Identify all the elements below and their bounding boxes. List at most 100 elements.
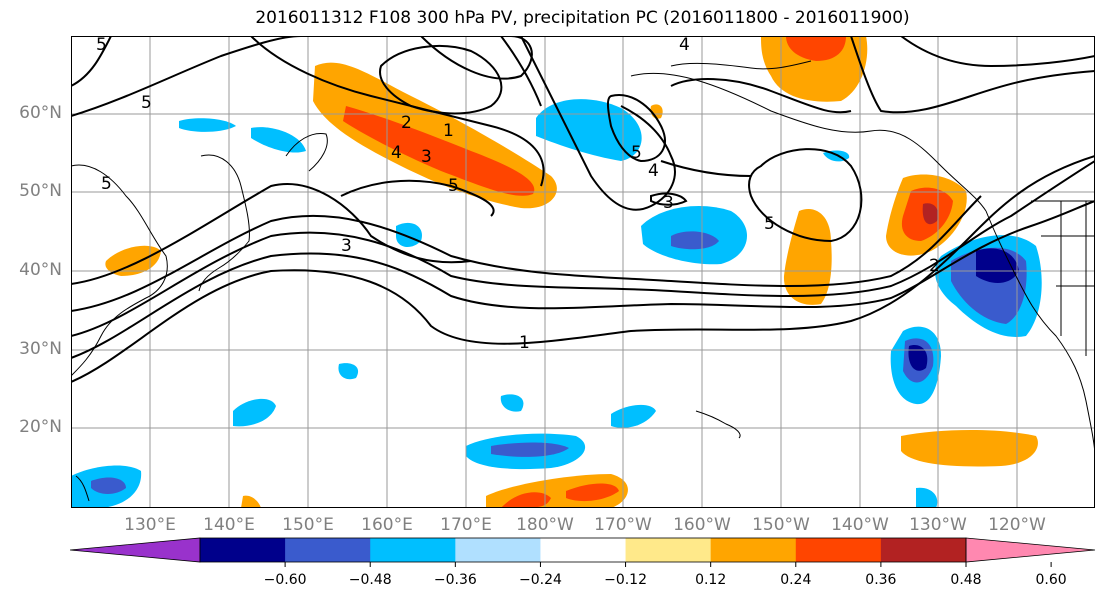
pv-contour-9 <box>379 45 503 115</box>
colorbar-extend-max <box>965 537 1096 563</box>
precip-lower-negative-core <box>491 442 569 457</box>
colorbar-outline <box>199 537 967 563</box>
precip-small-1 <box>179 118 236 132</box>
lon-tick-label: 170°E <box>440 515 492 535</box>
contour-label: 2 <box>929 256 940 276</box>
lon-tick-label: 180°W <box>516 515 574 535</box>
contour-label: 1 <box>443 121 454 141</box>
precip-small-4 <box>233 398 276 427</box>
pv-contour-19 <box>900 36 1095 68</box>
lat-tick-label: 50°N <box>19 181 62 201</box>
precip-west-orange <box>105 245 161 276</box>
pv-contour-4 <box>71 195 982 312</box>
contour-label: 3 <box>663 193 674 213</box>
precip-shading <box>71 36 1042 508</box>
contour-label: 2 <box>401 113 412 133</box>
contour-label: 4 <box>391 143 402 163</box>
precip-subtropical-core <box>908 345 928 371</box>
precip-top-center <box>761 36 868 102</box>
precip-small-6 <box>500 394 524 412</box>
contour-label: 1 <box>519 333 530 353</box>
colorbar: −0.60 −0.48 −0.36 −0.24 −0.12 0.12 0.24 0.36 0.4… <box>70 537 1096 588</box>
map-panel: 5 5 5 4 5 4 3 5 1 2 3 4 5 3 2 1 <box>71 36 1095 508</box>
precip-small-3 <box>396 222 422 248</box>
colorbar-segment <box>625 538 712 562</box>
lon-tick-label: 140°E <box>203 515 255 535</box>
colorbar-tick-label: −0.60 <box>264 572 307 588</box>
lon-tick-label: 170°W <box>594 515 652 535</box>
colorbar-tick-label: 0.48 <box>950 572 981 588</box>
plot-title: 2016011312 F108 300 hPa PV, precipitatio… <box>255 8 910 28</box>
coast-hawaii <box>695 410 741 439</box>
coast-arctic <box>670 60 812 70</box>
colorbar-tick-label: −0.36 <box>434 572 477 588</box>
precip-small-10 <box>241 495 261 508</box>
colorbar-tick-label: 0.36 <box>865 572 896 588</box>
contour-label: 4 <box>648 161 659 181</box>
contour-label: 3 <box>421 147 432 167</box>
pv-contour-10 <box>420 36 533 80</box>
map-frame <box>71 36 1095 508</box>
coast-ph <box>75 475 90 502</box>
precip-coast-dark <box>922 203 939 225</box>
pv-contour-1 <box>71 155 1095 383</box>
pv-contour-3 <box>71 160 1095 337</box>
colorbar-segment <box>540 538 627 562</box>
pv-contour-16 <box>650 192 688 206</box>
colorbar-tick-label: 0.12 <box>695 572 726 588</box>
pv-contour-13 <box>670 78 852 114</box>
lon-tick-label: 150°E <box>282 515 334 535</box>
colorbar-segment <box>200 538 286 562</box>
colorbar-tick-label: −0.12 <box>604 572 647 588</box>
coast-alaska <box>630 72 987 212</box>
precip-small-5 <box>338 363 359 380</box>
contour-label: 3 <box>341 236 352 256</box>
coast-japan <box>198 154 250 292</box>
pv-contour-5 <box>71 183 472 285</box>
contour-label: 5 <box>764 214 775 234</box>
lat-tick-label: 60°N <box>19 103 62 123</box>
pv-contours <box>71 36 1095 383</box>
lat-tick-label: 30°N <box>19 339 62 359</box>
pv-contour-12 <box>607 94 666 163</box>
precip-negative-mid-core <box>671 231 719 250</box>
pv-contour-11 <box>520 36 676 211</box>
precip-west-coast-core <box>976 248 1019 283</box>
colorbar-segment <box>880 538 967 562</box>
colorbar-tick-label: −0.24 <box>519 572 562 588</box>
precip-negative-north <box>536 99 642 161</box>
coast-north-america <box>985 210 1095 457</box>
lon-tick-label: 120°W <box>988 515 1046 535</box>
colorbar-segment <box>455 538 541 562</box>
pv-contour-20 <box>340 179 495 217</box>
lon-tick-label: 130°E <box>124 515 176 535</box>
precip-small-7 <box>611 404 656 428</box>
contour-label: 5 <box>631 143 642 163</box>
colorbar-tick-label: 0.24 <box>780 572 811 588</box>
pv-contour-7 <box>71 36 112 87</box>
colorbar-segment <box>710 538 797 562</box>
contour-label: 5 <box>448 176 459 196</box>
pv-contour-6 <box>71 36 302 117</box>
precip-positive-core <box>343 106 535 196</box>
precip-small-2 <box>251 127 306 153</box>
precip-small-9 <box>916 487 938 508</box>
colorbar-segment <box>370 538 456 562</box>
contour-label: 5 <box>101 174 112 194</box>
pv-contour-18 <box>850 36 1095 114</box>
colorbar-segment <box>795 538 882 562</box>
precip-center-orange <box>783 209 832 305</box>
lon-tick-label: 140°W <box>831 515 889 535</box>
colorbar-tick-label: 0.60 <box>1036 572 1067 588</box>
lon-tick-label: 150°W <box>752 515 810 535</box>
colorbar-tick-label: −0.48 <box>349 572 392 588</box>
contour-label: 5 <box>96 36 107 55</box>
precip-right-orange <box>901 430 1038 467</box>
contour-labels: 5 5 5 4 5 4 3 5 1 2 3 4 5 3 2 1 <box>96 36 940 353</box>
contour-label: 5 <box>141 93 152 113</box>
pv-contour-15 <box>660 160 752 177</box>
pv-contour-2 <box>71 200 1095 359</box>
precip-sw-core <box>91 477 126 494</box>
colorbar-extend-min <box>70 537 201 563</box>
pv-contour-17 <box>500 36 542 107</box>
